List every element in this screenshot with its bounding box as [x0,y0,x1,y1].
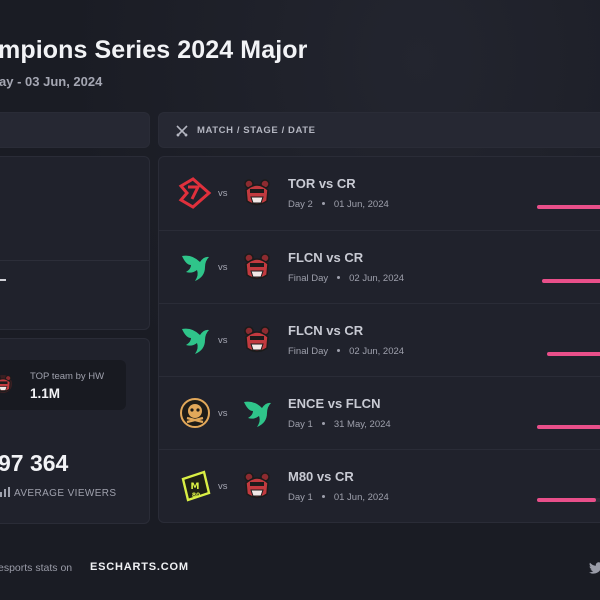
matches-header-label: MATCH / STAGE / DATE [197,125,316,136]
vs-label: vs [218,335,228,346]
m80-logo-icon: M 80 [178,469,212,503]
matches-header: MATCH / STAGE / DATE [158,112,600,148]
cr-bear-icon [240,323,274,357]
viewers-bar-fill [547,352,600,356]
viewers-bar [537,205,600,209]
meta-separator [321,202,325,205]
meta-separator [321,495,325,498]
falcons-logo-icon [178,250,212,284]
match-row[interactable]: vs FLCN vs CR Final Day 02 Jun, 2024 [159,230,600,304]
match-meta: Day 1 01 Jun, 2024 [288,492,389,503]
match-meta: Day 1 31 May, 2024 [288,419,391,430]
match-name: FLCN vs CR [288,323,364,338]
top-team-value: 1.1M [30,386,61,401]
stats-divider [0,260,149,261]
event-date-range: ay - 03 Jun, 2024 [0,74,103,89]
meta-separator [337,349,341,352]
average-viewers-label: AVERAGE VIEWERS [14,488,117,499]
match-row[interactable]: M 80 vs M80 vs CR Day 1 01 Jun, 2024 [159,449,600,522]
viewers-bar [542,279,600,283]
cr-bear-icon [240,250,274,284]
viewers-bar [547,352,600,356]
match-name: ENCE vs FLCN [288,396,381,411]
meta-separator [337,276,341,279]
match-stage: Final Day [288,273,329,284]
match-date: 31 May, 2024 [333,419,391,430]
match-date: 02 Jun, 2024 [349,346,405,357]
stat-dash [0,279,6,281]
crossed-swords-icon [176,124,188,137]
falcons-logo-icon [240,396,274,430]
match-name: FLCN vs CR [288,250,364,265]
viewers-bar [537,498,600,502]
footer-text: esports stats on [0,562,73,574]
match-date: 02 Jun, 2024 [349,273,405,284]
match-name: M80 vs CR [288,469,354,484]
tor-logo-icon [178,176,212,210]
match-meta: Day 2 01 Jun, 2024 [288,199,389,210]
viewers-bar [537,425,600,429]
left-panel-header [0,112,150,148]
top-team-label: TOP team by HW [30,371,105,382]
match-stage: Day 1 [288,419,313,430]
viewers-bar-fill [537,498,597,502]
stats-panel [0,156,150,330]
falcons-logo-icon [178,323,212,357]
match-row[interactable]: vs FLCN vs CR Final Day 02 Jun, 2024 [159,303,600,377]
cr-bear-icon [240,469,274,503]
average-viewers-value: 97 364 [0,450,69,476]
vs-label: vs [218,481,228,492]
vs-label: vs [218,188,228,199]
viewers-bar-fill [537,425,600,429]
top-team-card[interactable]: TOP team by HW 1.1M [0,360,126,410]
viewers-bar-fill [537,205,600,209]
footer-brand-link[interactable]: ESCHARTS.COM [90,561,189,573]
matches-list: vs TOR vs CR Day 2 01 Jun, 2024 [158,156,600,523]
match-stage: Day 1 [288,492,313,503]
match-stage: Final Day [288,346,329,357]
match-meta: Final Day 02 Jun, 2024 [288,346,404,357]
page-title: mpions Series 2024 Major [0,36,308,64]
svg-text:80: 80 [192,492,200,499]
ence-logo-icon [178,396,212,430]
match-meta: Final Day 02 Jun, 2024 [288,273,404,284]
cr-bear-icon [240,176,274,210]
vs-label: vs [218,262,228,273]
match-stage: Day 2 [288,199,313,210]
match-date: 01 Jun, 2024 [333,199,389,210]
viewers-bar-fill [542,279,600,283]
meta-separator [321,422,325,425]
svg-text:M: M [191,482,200,492]
match-name: TOR vs CR [288,176,356,191]
bar-chart-icon [0,487,10,497]
match-date: 01 Jun, 2024 [333,492,389,503]
cr-bear-icon [0,373,14,395]
twitter-icon[interactable] [589,561,600,574]
vs-label: vs [218,408,228,419]
match-row[interactable]: vs TOR vs CR Day 2 01 Jun, 2024 [159,157,600,230]
average-viewers-row: AVERAGE VIEWERS [0,487,117,499]
match-row[interactable]: vs ENCE vs FLCN Day 1 31 May, 2024 [159,376,600,450]
